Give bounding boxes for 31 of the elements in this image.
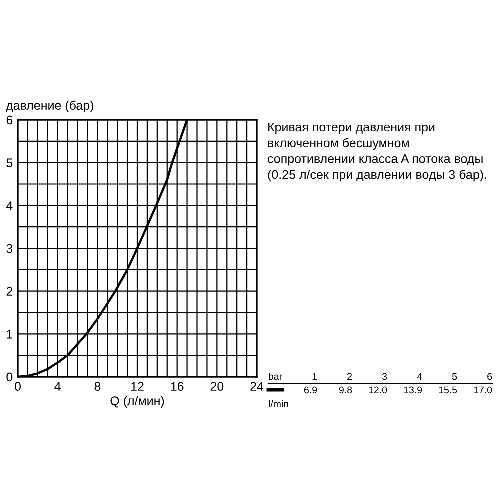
- y-tick-label: 1: [7, 330, 13, 339]
- text: l/min: [269, 400, 288, 408]
- text: Кривая потери давления при включенном бесшумном сопротивлении класса A потока воды (0.25 л/сек при давлении воды 3 бар).: [268, 122, 486, 182]
- text: 12.0: [369, 386, 388, 394]
- y-axis-title: давление (бар): [6, 100, 94, 112]
- text: 15.5: [439, 386, 458, 394]
- x-tick-label: 0: [15, 382, 21, 392]
- x-tick-label: 8: [94, 382, 101, 392]
- text: 6.9: [304, 386, 318, 394]
- text: 2: [348, 373, 352, 380]
- text: 9.8: [339, 386, 352, 394]
- text: 5: [452, 373, 458, 380]
- x-axis-title: Q (л/мин): [110, 396, 164, 408]
- y-tick-label: 0: [6, 372, 13, 382]
- text: 17.0: [474, 386, 492, 394]
- x-tick-label: 12: [132, 382, 144, 391]
- y-tick-label: 4: [6, 202, 13, 210]
- y-tick-label: 6: [6, 116, 13, 125]
- x-tick-label: 24: [250, 382, 264, 391]
- text: 4: [417, 373, 422, 380]
- text: 6: [488, 373, 492, 380]
- text: 1: [312, 373, 318, 380]
- text: 13.9: [404, 386, 422, 394]
- text: bar: [269, 372, 282, 380]
- y-tick-label: 3: [6, 244, 13, 254]
- y-tick-label: 2: [6, 287, 13, 296]
- text: 3: [382, 373, 388, 380]
- x-tick-label: 20: [210, 382, 224, 392]
- x-tick-label: 4: [54, 382, 61, 391]
- x-tick-label: 16: [171, 382, 184, 392]
- y-tick-label: 5: [6, 158, 13, 168]
